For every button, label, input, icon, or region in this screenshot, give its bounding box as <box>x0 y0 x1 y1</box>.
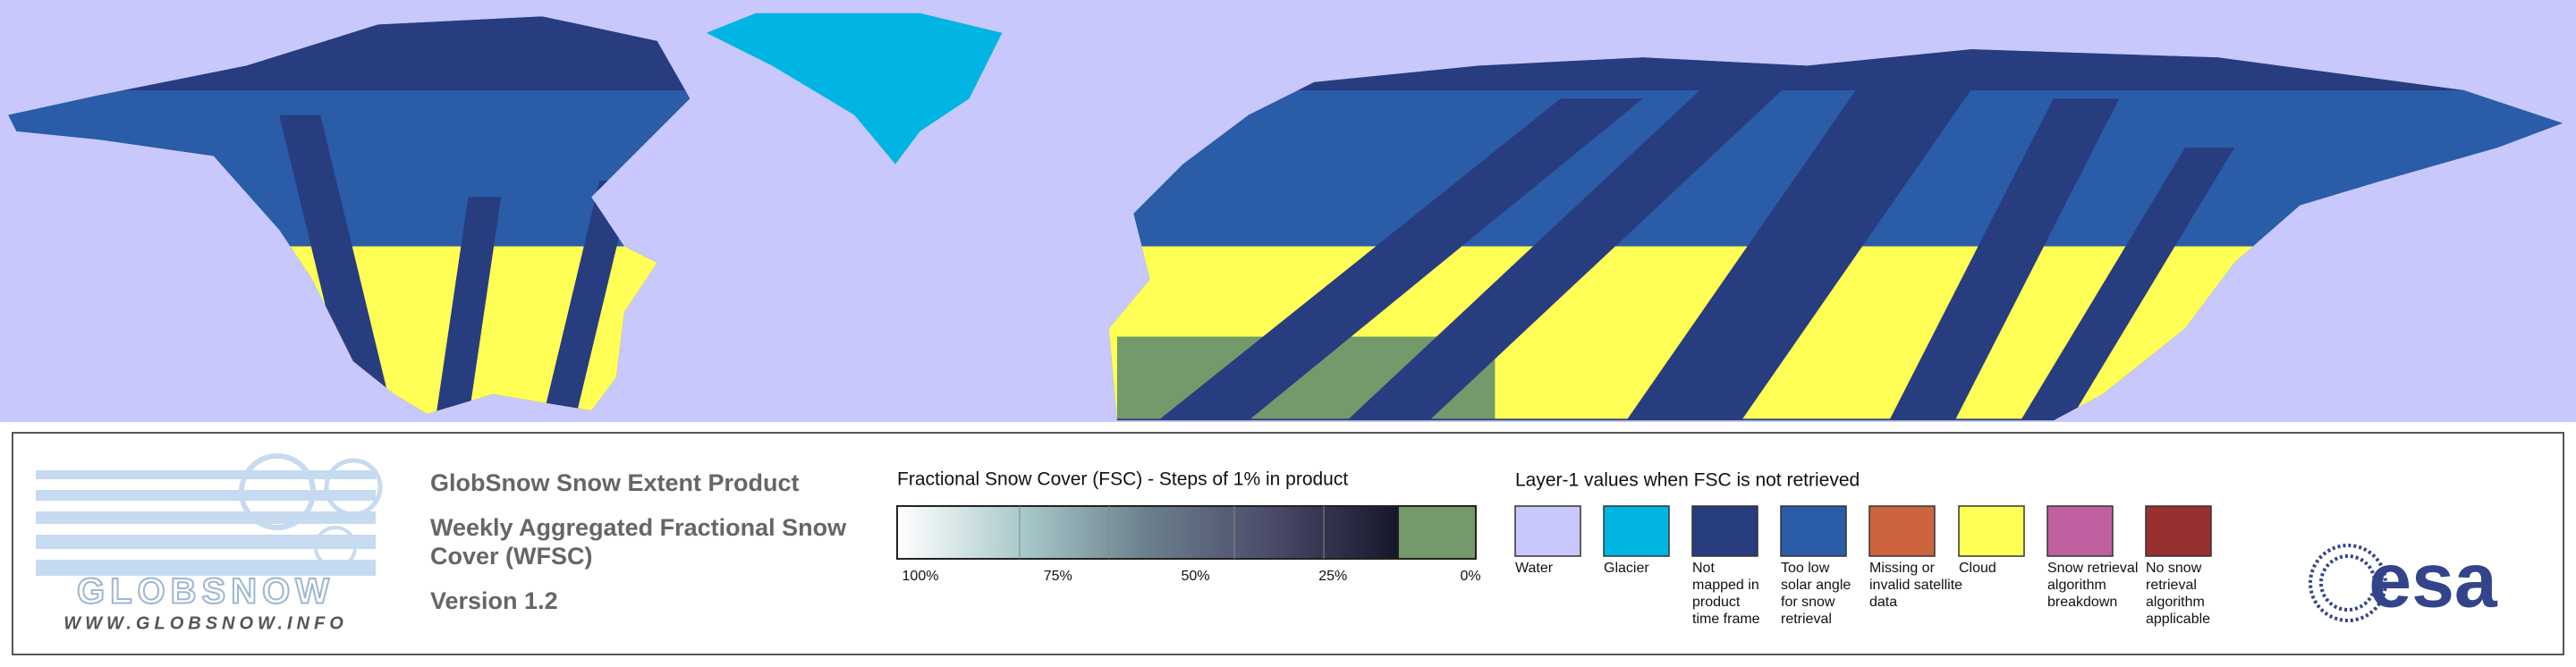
layer1-label: Not <box>1692 561 1715 576</box>
layer1-swatch <box>1603 505 1670 557</box>
layer1-label: Cloud <box>1959 561 1996 576</box>
fsc-zero-swatch <box>1397 505 1477 560</box>
layer1-label: Snow retrieval <box>2047 561 2138 576</box>
layer1-label: invalid satellite <box>1869 578 1962 593</box>
layer1-label: mapped in <box>1692 578 1759 593</box>
product-subtitle: Cover (WFSC) <box>430 543 593 570</box>
product-version: Version 1.2 <box>430 587 558 614</box>
agency-name: esa <box>2368 538 2498 624</box>
fsc-tick-label: 25% <box>1318 569 1347 584</box>
layer1-label: breakdown <box>2047 595 2117 610</box>
fsc-colorbar <box>896 505 1399 560</box>
layer1-swatch <box>1958 505 2025 557</box>
globsnow-logo: GLOBSNOW WWW.GLOBSNOW.INFO <box>36 453 383 633</box>
layer1-swatch <box>1868 505 1936 557</box>
fsc-tick-label: 50% <box>1181 569 1209 584</box>
layer1-label: Glacier <box>1604 561 1649 576</box>
layer1-label: for snow <box>1781 595 1835 610</box>
layer1-label: algorithm <box>2146 595 2205 610</box>
layer1-swatch <box>2145 505 2212 557</box>
layer1-label: No snow <box>2146 561 2202 576</box>
layer1-label: product <box>1692 595 1741 610</box>
layer1-label: Water <box>1515 561 1554 576</box>
layer1-label: Too low <box>1781 561 1830 576</box>
fsc-tick-label: 0% <box>1460 569 1480 584</box>
logo-url: WWW.GLOBSNOW.INFO <box>64 613 348 633</box>
layer1-swatch <box>1691 505 1758 557</box>
fsc-title: Fractional Snow Cover (FSC) - Steps of 1… <box>897 469 1348 490</box>
layer1-label: applicable <box>2146 612 2210 627</box>
layer1-label: time frame <box>1692 612 1760 627</box>
layer1-label: Missing or <box>1869 561 1936 576</box>
layer1-swatch <box>1514 505 1581 557</box>
layer1-label: retrieval <box>1781 612 1832 627</box>
layer1-label: algorithm <box>2047 578 2106 593</box>
layer1-swatch <box>1780 505 1847 557</box>
fsc-tick-label: 100% <box>902 569 939 584</box>
product-subtitle: Weekly Aggregated Fractional Snow <box>430 514 847 541</box>
layer1-title: Layer-1 values when FSC is not retrieved <box>1515 470 1860 491</box>
esa-logo: esa <box>2309 538 2498 624</box>
layer1-label: retrieval <box>2146 578 2197 593</box>
layer1-label: data <box>1869 595 1897 610</box>
logo-name: GLOBSNOW <box>77 572 335 612</box>
layer1-label: solar angle <box>1781 578 1851 593</box>
layer1-swatch <box>2046 505 2114 557</box>
fsc-tick-label: 75% <box>1044 569 1072 584</box>
product-title: GlobSnow Snow Extent Product <box>430 469 800 496</box>
